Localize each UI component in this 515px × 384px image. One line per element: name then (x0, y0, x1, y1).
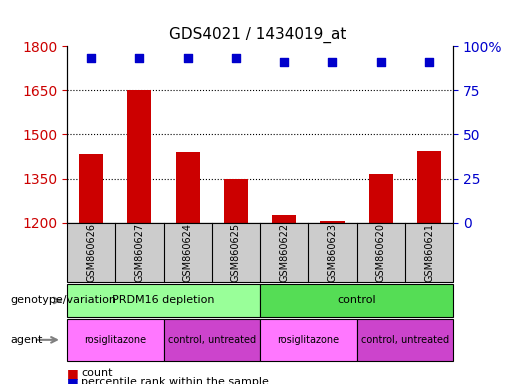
Bar (176, 152, 200, 223)
Point (376, 59, 385, 65)
Text: control, untreated: control, untreated (168, 335, 256, 345)
Point (280, 59, 288, 65)
Text: percentile rank within the sample: percentile rank within the sample (81, 377, 269, 384)
Point (183, 55, 192, 61)
Text: GSM860622: GSM860622 (279, 223, 289, 282)
Point (87, 55, 95, 61)
Text: rosiglitazone: rosiglitazone (277, 335, 339, 345)
Text: ■: ■ (67, 367, 79, 380)
Text: ■: ■ (67, 376, 79, 384)
Text: rosiglitazone: rosiglitazone (84, 335, 146, 345)
Bar (127, 90, 151, 223)
Bar (79, 154, 103, 223)
Text: control: control (337, 295, 376, 306)
Bar (369, 174, 393, 223)
Bar (272, 215, 296, 223)
Point (329, 59, 337, 65)
Text: GSM860625: GSM860625 (231, 223, 241, 282)
Text: agent: agent (10, 335, 43, 345)
Text: count: count (81, 368, 113, 378)
Point (425, 59, 433, 65)
Bar (224, 179, 248, 223)
Text: GSM860623: GSM860623 (328, 223, 337, 282)
Text: PRDM16 depletion: PRDM16 depletion (112, 295, 215, 306)
Text: GSM860626: GSM860626 (86, 223, 96, 282)
Text: GSM860621: GSM860621 (424, 223, 434, 282)
Text: GSM860620: GSM860620 (376, 223, 386, 282)
Text: GSM860624: GSM860624 (183, 223, 193, 282)
Text: GDS4021 / 1434019_at: GDS4021 / 1434019_at (169, 27, 346, 43)
Point (232, 55, 240, 61)
Text: control, untreated: control, untreated (361, 335, 449, 345)
Point (135, 55, 144, 61)
Bar (320, 221, 345, 223)
Text: GSM860627: GSM860627 (134, 223, 144, 282)
Text: genotype/variation: genotype/variation (10, 295, 116, 306)
Bar (417, 151, 441, 223)
